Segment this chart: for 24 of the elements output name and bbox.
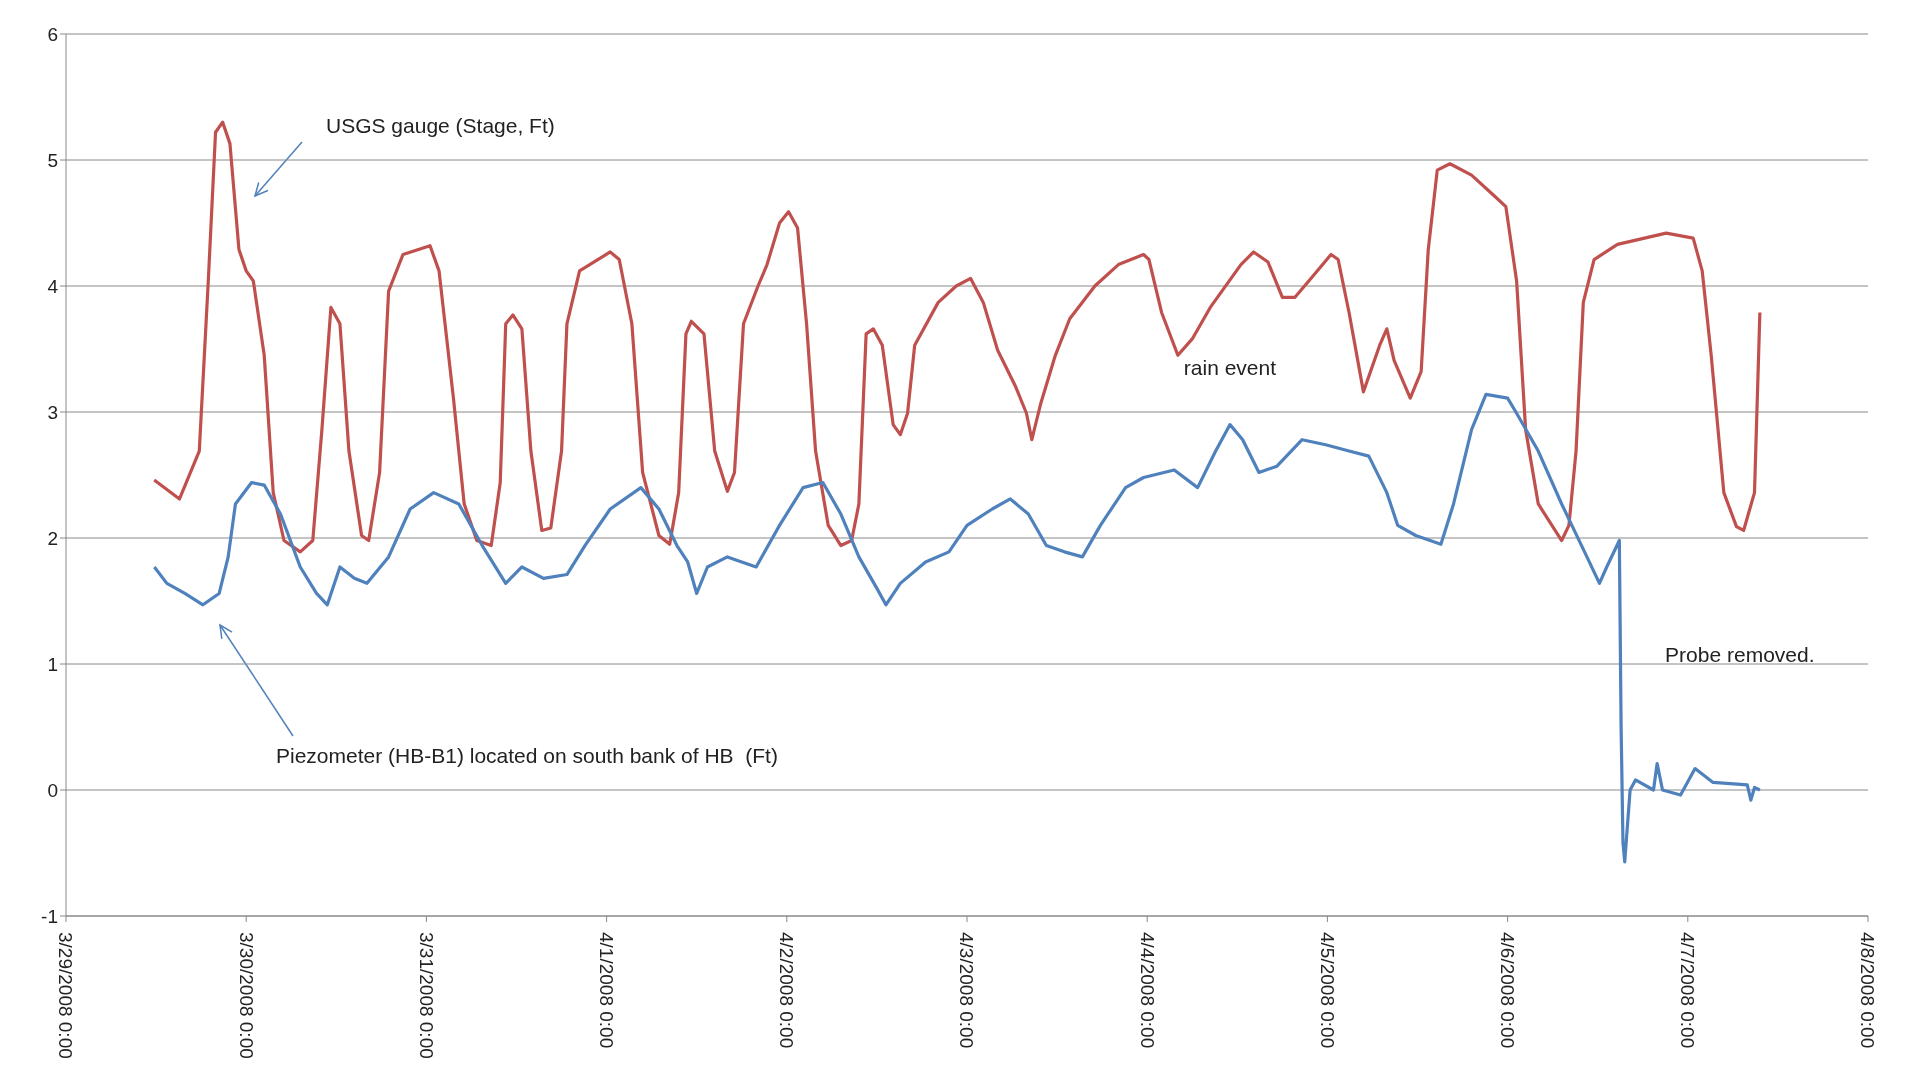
x-tick-label: 4/8/2008 0:00 xyxy=(1857,932,1879,1049)
x-tick-label: 3/30/2008 0:00 xyxy=(235,932,257,1059)
y-tick-label: 4 xyxy=(47,275,59,297)
y-tick-label: 3 xyxy=(47,401,58,423)
x-tick-label: 3/31/2008 0:00 xyxy=(415,932,437,1059)
y-tick-label: 2 xyxy=(47,527,58,549)
annotation: rain event xyxy=(1183,355,1277,379)
y-tick-label: 1 xyxy=(47,653,58,675)
x-tick-label: 4/2/2008 0:00 xyxy=(776,932,798,1049)
annotation: Probe removed. xyxy=(1665,642,1815,666)
x-tick-label: 4/6/2008 0:00 xyxy=(1496,932,1518,1049)
x-tick-label: 4/4/2008 0:00 xyxy=(1136,932,1158,1049)
y-tick-label: 6 xyxy=(47,23,58,45)
x-tick-label: 4/5/2008 0:00 xyxy=(1316,932,1338,1049)
y-tick-label: 5 xyxy=(47,149,58,171)
annotation: Piezometer (HB-B1) located on south bank of HB (Ft) xyxy=(276,744,778,768)
x-tick-label: 4/3/2008 0:00 xyxy=(956,932,978,1049)
y-tick-label: 0 xyxy=(47,779,58,801)
line-series xyxy=(152,120,1762,554)
y-tick-label: -1 xyxy=(41,905,58,927)
x-tick-label: 4/1/2008 0:00 xyxy=(595,932,617,1049)
annotation: USGS gauge (Stage, Ft) xyxy=(326,114,555,138)
x-tick-label: 4/7/2008 0:00 xyxy=(1677,932,1699,1049)
x-tick-label: 3/29/2008 0:00 xyxy=(55,932,77,1059)
